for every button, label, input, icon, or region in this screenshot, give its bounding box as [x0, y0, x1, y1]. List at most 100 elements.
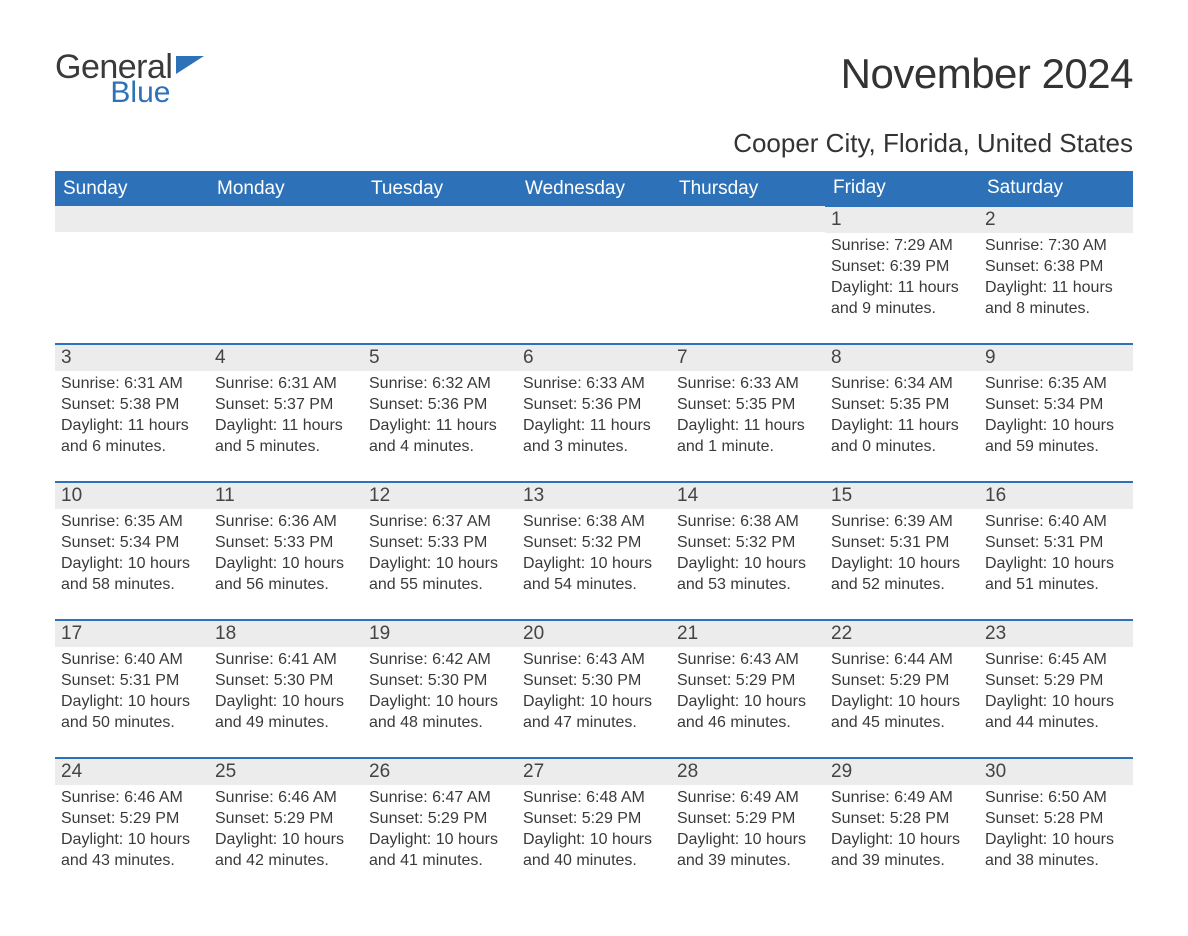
daylight-text: Daylight: 10 hours and 39 minutes.	[677, 829, 819, 871]
sunset-text: Sunset: 5:29 PM	[677, 670, 819, 691]
day-details: Sunrise: 6:33 AMSunset: 5:35 PMDaylight:…	[671, 371, 825, 463]
day-number: 16	[979, 483, 1133, 509]
day-details: Sunrise: 6:33 AMSunset: 5:36 PMDaylight:…	[517, 371, 671, 463]
calendar-day: 29Sunrise: 6:49 AMSunset: 5:28 PMDayligh…	[825, 758, 979, 896]
sunrise-text: Sunrise: 6:42 AM	[369, 649, 511, 670]
sunrise-text: Sunrise: 7:29 AM	[831, 235, 973, 256]
sunset-text: Sunset: 5:29 PM	[369, 808, 511, 829]
sunset-text: Sunset: 5:28 PM	[985, 808, 1127, 829]
daylight-text: Daylight: 10 hours and 45 minutes.	[831, 691, 973, 733]
daylight-text: Daylight: 10 hours and 40 minutes.	[523, 829, 665, 871]
calendar-day: 16Sunrise: 6:40 AMSunset: 5:31 PMDayligh…	[979, 482, 1133, 620]
day-number: 2	[979, 207, 1133, 233]
calendar-week: 10Sunrise: 6:35 AMSunset: 5:34 PMDayligh…	[55, 482, 1133, 620]
daylight-text: Daylight: 11 hours and 0 minutes.	[831, 415, 973, 457]
calendar-day: 11Sunrise: 6:36 AMSunset: 5:33 PMDayligh…	[209, 482, 363, 620]
day-number: 8	[825, 345, 979, 371]
daylight-text: Daylight: 10 hours and 54 minutes.	[523, 553, 665, 595]
day-details: Sunrise: 6:49 AMSunset: 5:28 PMDaylight:…	[825, 785, 979, 877]
daylight-text: Daylight: 10 hours and 39 minutes.	[831, 829, 973, 871]
calendar-day	[671, 206, 825, 344]
weekday-header: Sunday	[55, 171, 209, 206]
weekday-header: Friday	[825, 171, 979, 206]
sunrise-text: Sunrise: 6:33 AM	[523, 373, 665, 394]
daylight-text: Daylight: 11 hours and 6 minutes.	[61, 415, 203, 457]
sunrise-text: Sunrise: 6:49 AM	[677, 787, 819, 808]
day-details: Sunrise: 6:42 AMSunset: 5:30 PMDaylight:…	[363, 647, 517, 739]
day-details: Sunrise: 6:46 AMSunset: 5:29 PMDaylight:…	[209, 785, 363, 877]
daylight-text: Daylight: 11 hours and 5 minutes.	[215, 415, 357, 457]
day-details: Sunrise: 6:35 AMSunset: 5:34 PMDaylight:…	[55, 509, 209, 601]
sunset-text: Sunset: 5:31 PM	[831, 532, 973, 553]
day-details: Sunrise: 6:47 AMSunset: 5:29 PMDaylight:…	[363, 785, 517, 877]
calendar-day: 13Sunrise: 6:38 AMSunset: 5:32 PMDayligh…	[517, 482, 671, 620]
calendar-day: 14Sunrise: 6:38 AMSunset: 5:32 PMDayligh…	[671, 482, 825, 620]
daylight-text: Daylight: 10 hours and 52 minutes.	[831, 553, 973, 595]
sunrise-text: Sunrise: 6:35 AM	[61, 511, 203, 532]
calendar-day: 23Sunrise: 6:45 AMSunset: 5:29 PMDayligh…	[979, 620, 1133, 758]
sunrise-text: Sunrise: 6:41 AM	[215, 649, 357, 670]
sunset-text: Sunset: 5:29 PM	[677, 808, 819, 829]
sunrise-text: Sunrise: 6:49 AM	[831, 787, 973, 808]
sunrise-text: Sunrise: 6:33 AM	[677, 373, 819, 394]
sunset-text: Sunset: 5:33 PM	[215, 532, 357, 553]
weekday-header: Tuesday	[363, 171, 517, 206]
title-block: November 2024	[841, 50, 1133, 98]
sunset-text: Sunset: 5:35 PM	[831, 394, 973, 415]
calendar-day: 30Sunrise: 6:50 AMSunset: 5:28 PMDayligh…	[979, 758, 1133, 896]
sunrise-text: Sunrise: 6:46 AM	[215, 787, 357, 808]
sunset-text: Sunset: 5:30 PM	[523, 670, 665, 691]
day-details: Sunrise: 6:41 AMSunset: 5:30 PMDaylight:…	[209, 647, 363, 739]
daylight-text: Daylight: 10 hours and 47 minutes.	[523, 691, 665, 733]
calendar-day: 9Sunrise: 6:35 AMSunset: 5:34 PMDaylight…	[979, 344, 1133, 482]
sunset-text: Sunset: 5:32 PM	[677, 532, 819, 553]
calendar-day: 26Sunrise: 6:47 AMSunset: 5:29 PMDayligh…	[363, 758, 517, 896]
day-details: Sunrise: 7:30 AMSunset: 6:38 PMDaylight:…	[979, 233, 1133, 325]
calendar-day	[517, 206, 671, 344]
calendar-week: 24Sunrise: 6:46 AMSunset: 5:29 PMDayligh…	[55, 758, 1133, 896]
sunrise-text: Sunrise: 6:37 AM	[369, 511, 511, 532]
sunset-text: Sunset: 5:33 PM	[369, 532, 511, 553]
sunrise-text: Sunrise: 6:31 AM	[215, 373, 357, 394]
calendar-day: 8Sunrise: 6:34 AMSunset: 5:35 PMDaylight…	[825, 344, 979, 482]
sunset-text: Sunset: 6:38 PM	[985, 256, 1127, 277]
calendar-day: 24Sunrise: 6:46 AMSunset: 5:29 PMDayligh…	[55, 758, 209, 896]
day-details: Sunrise: 6:38 AMSunset: 5:32 PMDaylight:…	[671, 509, 825, 601]
day-details: Sunrise: 6:43 AMSunset: 5:29 PMDaylight:…	[671, 647, 825, 739]
sunset-text: Sunset: 6:39 PM	[831, 256, 973, 277]
sunrise-text: Sunrise: 6:45 AM	[985, 649, 1127, 670]
sunset-text: Sunset: 5:36 PM	[369, 394, 511, 415]
sunrise-text: Sunrise: 6:35 AM	[985, 373, 1127, 394]
calendar-day: 28Sunrise: 6:49 AMSunset: 5:29 PMDayligh…	[671, 758, 825, 896]
calendar-day: 17Sunrise: 6:40 AMSunset: 5:31 PMDayligh…	[55, 620, 209, 758]
daylight-text: Daylight: 10 hours and 56 minutes.	[215, 553, 357, 595]
sunrise-text: Sunrise: 6:38 AM	[523, 511, 665, 532]
daylight-text: Daylight: 10 hours and 46 minutes.	[677, 691, 819, 733]
sunset-text: Sunset: 5:29 PM	[61, 808, 203, 829]
sunset-text: Sunset: 5:36 PM	[523, 394, 665, 415]
sunrise-text: Sunrise: 6:43 AM	[523, 649, 665, 670]
flag-icon	[176, 56, 206, 78]
sunset-text: Sunset: 5:30 PM	[369, 670, 511, 691]
header: General Blue November 2024	[55, 50, 1133, 108]
sunset-text: Sunset: 5:29 PM	[985, 670, 1127, 691]
day-number: 30	[979, 759, 1133, 785]
sunset-text: Sunset: 5:34 PM	[985, 394, 1127, 415]
sunset-text: Sunset: 5:31 PM	[985, 532, 1127, 553]
daylight-text: Daylight: 10 hours and 49 minutes.	[215, 691, 357, 733]
day-details: Sunrise: 6:37 AMSunset: 5:33 PMDaylight:…	[363, 509, 517, 601]
daylight-text: Daylight: 10 hours and 48 minutes.	[369, 691, 511, 733]
daylight-text: Daylight: 10 hours and 44 minutes.	[985, 691, 1127, 733]
day-number: 24	[55, 759, 209, 785]
daylight-text: Daylight: 11 hours and 4 minutes.	[369, 415, 511, 457]
sunset-text: Sunset: 5:29 PM	[523, 808, 665, 829]
empty-day	[671, 206, 825, 232]
day-details: Sunrise: 6:43 AMSunset: 5:30 PMDaylight:…	[517, 647, 671, 739]
day-details: Sunrise: 6:39 AMSunset: 5:31 PMDaylight:…	[825, 509, 979, 601]
day-details: Sunrise: 7:29 AMSunset: 6:39 PMDaylight:…	[825, 233, 979, 325]
sunrise-text: Sunrise: 6:40 AM	[985, 511, 1127, 532]
weekday-header-row: Sunday Monday Tuesday Wednesday Thursday…	[55, 171, 1133, 206]
calendar-day: 19Sunrise: 6:42 AMSunset: 5:30 PMDayligh…	[363, 620, 517, 758]
sunrise-text: Sunrise: 6:32 AM	[369, 373, 511, 394]
sunset-text: Sunset: 5:35 PM	[677, 394, 819, 415]
